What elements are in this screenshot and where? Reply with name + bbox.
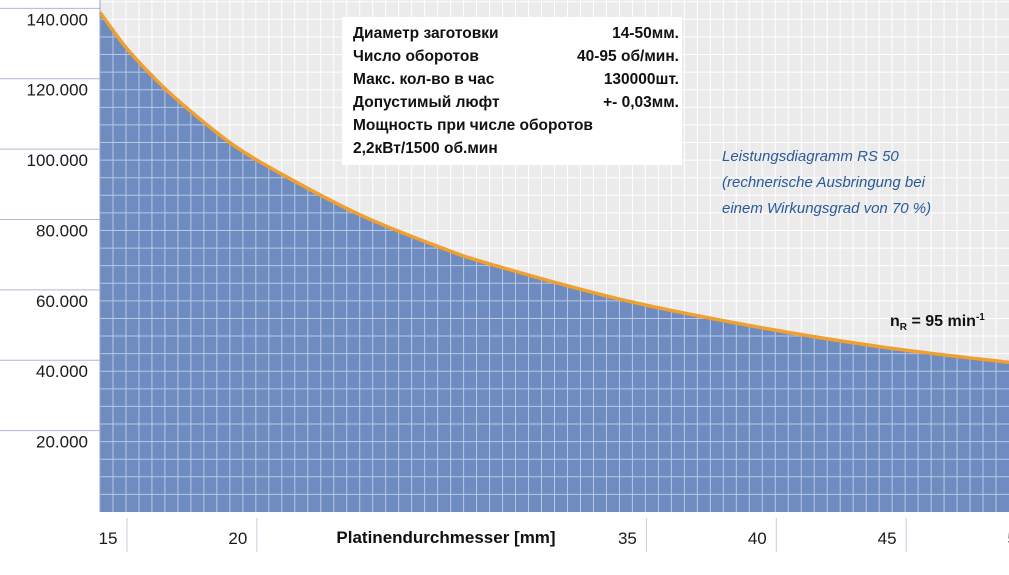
- spec-label: Допустимый люфт: [353, 94, 500, 111]
- speed-label-n: n: [890, 313, 900, 330]
- spec-label: Диаметр заготовки: [353, 25, 499, 42]
- y-tick-label: 120.000: [27, 81, 88, 100]
- spec-label: Макс. кол-во в час: [353, 71, 495, 88]
- spec-value: +- 0,03мм.: [603, 94, 679, 111]
- spec-box: [342, 17, 682, 165]
- note-line-2: (rechnerische Ausbringung bei: [722, 174, 926, 191]
- speed-label-sub: R: [900, 322, 908, 333]
- speed-label-sup: -1: [976, 312, 985, 323]
- y-tick-label: 100.000: [27, 151, 88, 170]
- x-tick-label: 50: [1008, 529, 1009, 548]
- y-tick-label: 40.000: [36, 362, 88, 381]
- spec-value: 40-95 об/мин.: [577, 48, 679, 65]
- y-axis: 20.000 40.000 60.000 80.000 100.000 120.000 14…: [0, 0, 101, 512]
- y-tick-label: 140.000: [27, 10, 88, 29]
- x-tick-label: 35: [618, 529, 637, 548]
- area-fill: [100, 12, 1009, 512]
- spec-label: Число оборотов: [353, 48, 479, 65]
- x-tick-label: 20: [228, 529, 247, 548]
- x-tick-label: 40: [748, 529, 767, 548]
- x-tick-label: 45: [878, 529, 897, 548]
- x-tick-label: 15: [99, 529, 118, 548]
- speed-label-eq: = 95 min: [907, 313, 976, 330]
- spec-power-line-2: 2,2кВт/1500 об.мин: [353, 140, 498, 157]
- note-line-1: Leistungsdiagramm RS 50: [722, 148, 899, 165]
- y-tick-label: 60.000: [36, 292, 88, 311]
- x-axis: 15 20 35 40 45 50: [99, 518, 1009, 552]
- spec-value: 130000шт.: [604, 71, 679, 88]
- curve-line: [98, 11, 1009, 365]
- x-axis-title: Platinendurchmesser [mm]: [336, 528, 555, 547]
- speed-label: nR = 95 min-1: [890, 312, 985, 333]
- note-line-3: einem Wirkungsgrad von 70 %): [722, 200, 931, 217]
- y-tick-label: 20.000: [36, 433, 88, 452]
- y-tick-label: 80.000: [36, 221, 88, 240]
- spec-rows: Диаметр заготовки 14-50мм. Число оборотов 4…: [353, 25, 679, 111]
- spec-value: 14-50мм.: [612, 25, 679, 42]
- spec-power-line-1: Мощность при числе оборотов: [353, 117, 593, 134]
